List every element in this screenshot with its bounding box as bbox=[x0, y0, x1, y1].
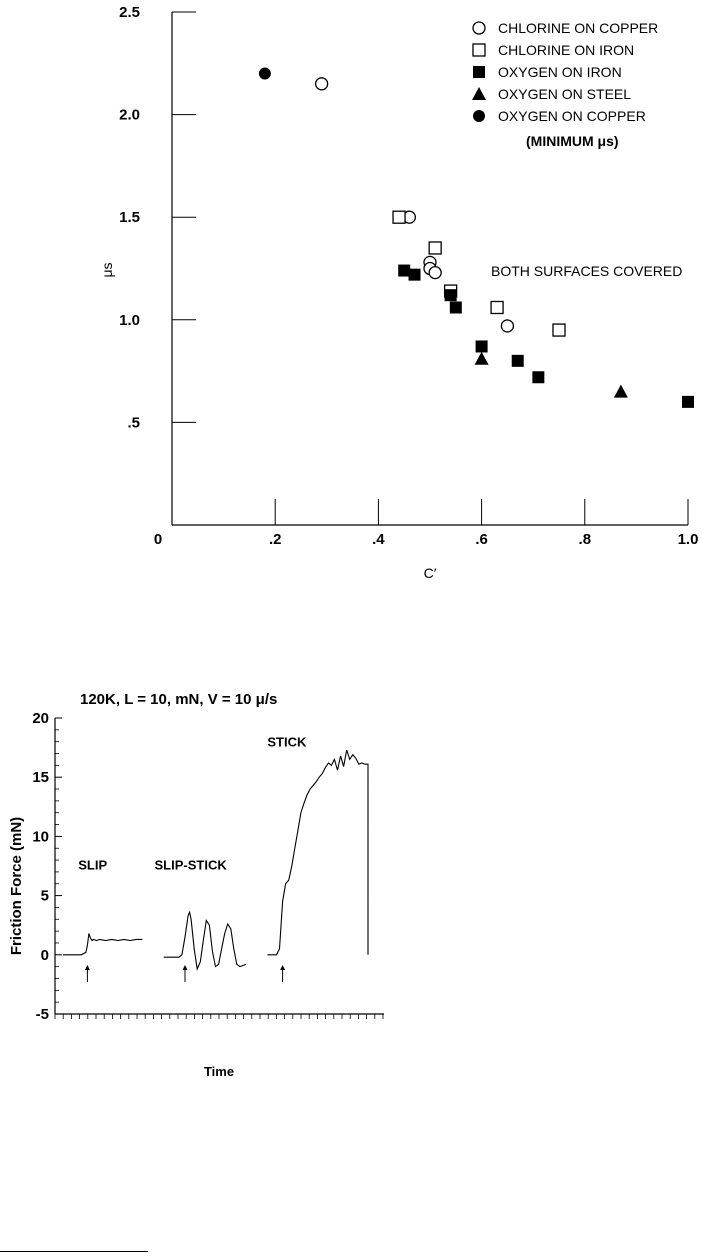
onset-arrow-head bbox=[182, 965, 188, 971]
friction-series-line bbox=[63, 933, 143, 956]
data-point-series-2 bbox=[408, 268, 421, 281]
onset-arrow-head bbox=[84, 965, 90, 971]
friction-series-line bbox=[163, 910, 247, 971]
y-tick-label: 5 bbox=[41, 888, 49, 905]
friction-x-axis-label: Time bbox=[204, 1064, 234, 1079]
friction-annotation: STICK bbox=[267, 734, 307, 749]
y-tick-label: 1.5 bbox=[119, 209, 140, 226]
friction-axes bbox=[54, 718, 384, 1015]
data-point-series-2 bbox=[475, 340, 488, 353]
y-tick-label: 10 bbox=[32, 828, 49, 845]
scatter-legend-note: (MINIMUM μs) bbox=[526, 133, 619, 149]
footnote-rule bbox=[0, 1251, 148, 1252]
data-point-series-1 bbox=[392, 210, 406, 224]
friction-lines bbox=[63, 749, 369, 971]
scatter-points bbox=[258, 67, 694, 408]
data-point-series-2 bbox=[444, 289, 457, 302]
legend-label: OXYGEN ON COPPER bbox=[498, 108, 646, 124]
legend-marker bbox=[473, 66, 485, 78]
data-point-series-1 bbox=[552, 323, 566, 337]
friction-x-ticks bbox=[54, 1014, 384, 1019]
data-point-series-1 bbox=[490, 300, 504, 315]
legend-marker bbox=[473, 110, 485, 122]
data-point-series-0 bbox=[428, 265, 442, 280]
friction-annotation: SLIP-STICK bbox=[155, 858, 228, 873]
y-tick-label: .5 bbox=[127, 414, 140, 431]
data-point-series-0 bbox=[314, 77, 329, 91]
friction-series-line bbox=[267, 749, 369, 956]
x-tick-label: 0 bbox=[154, 531, 162, 548]
friction-annotations: SLIP SLIP-STICK STICK bbox=[78, 734, 307, 872]
data-point-series-3 bbox=[474, 351, 489, 365]
friction-y-axis-label: Friction Force (mN) bbox=[8, 817, 25, 955]
friction-chart: 120K, L = 10, mN, V = 10 μ/s -505101520 … bbox=[8, 691, 384, 1079]
data-point-series-2 bbox=[398, 264, 411, 277]
x-tick-label: .8 bbox=[579, 531, 592, 548]
y-tick-label: 2.5 bbox=[119, 4, 140, 21]
data-point-series-2 bbox=[532, 371, 545, 384]
data-point-series-2 bbox=[449, 301, 462, 314]
data-point-series-4 bbox=[258, 67, 271, 80]
data-point-series-1 bbox=[428, 241, 442, 255]
scatter-x-axis-label: C′ bbox=[424, 565, 437, 581]
x-tick-label: .2 bbox=[269, 531, 282, 548]
friction-annotation: SLIP bbox=[78, 858, 107, 873]
y-tick-label: 0 bbox=[41, 947, 49, 964]
legend-marker bbox=[472, 21, 486, 35]
scatter-annotation: BOTH SURFACES COVERED bbox=[491, 263, 682, 279]
friction-arrows bbox=[84, 965, 286, 983]
data-point-series-2 bbox=[682, 395, 694, 408]
x-tick-label: 1.0 bbox=[678, 531, 699, 548]
onset-arrow-head bbox=[280, 965, 286, 971]
y-tick-label: -5 bbox=[36, 1006, 49, 1023]
data-point-series-0 bbox=[500, 319, 515, 333]
legend-label: CHLORINE ON IRON bbox=[498, 42, 634, 58]
data-point-series-2 bbox=[511, 354, 524, 367]
y-tick-label: 1.0 bbox=[119, 312, 140, 329]
data-point-series-3 bbox=[613, 384, 628, 398]
x-tick-label: .4 bbox=[372, 531, 385, 548]
scatter-axes bbox=[171, 12, 688, 526]
scatter-y-ticks: .5 1.0 1.5 2.0 2.5 bbox=[119, 4, 196, 431]
scatter-legend: CHLORINE ON COPPER CHLORINE ON IRON OXYGEN… bbox=[472, 20, 658, 124]
x-tick-label: .6 bbox=[475, 531, 488, 548]
legend-label: OXYGEN ON STEEL bbox=[498, 86, 631, 102]
scatter-chart: .5 1.0 1.5 2.0 2.5 0 .2 .4 .6 .8 1.0 CHLORINE ON … bbox=[99, 4, 699, 581]
friction-chart-title: 120K, L = 10, mN, V = 10 μ/s bbox=[80, 691, 277, 708]
legend-marker bbox=[472, 87, 486, 100]
y-tick-label: 15 bbox=[32, 769, 49, 786]
legend-label: OXYGEN ON IRON bbox=[498, 64, 622, 80]
legend-marker bbox=[472, 43, 486, 57]
legend-label: CHLORINE ON COPPER bbox=[498, 20, 658, 36]
scatter-x-ticks: 0 .2 .4 .6 .8 1.0 bbox=[154, 499, 699, 548]
friction-y-ticks: -5 0 5 10 15 20 bbox=[32, 710, 62, 1023]
y-tick-label: 2.0 bbox=[119, 107, 140, 124]
scatter-y-axis-label: μs bbox=[99, 262, 115, 277]
y-tick-label: 20 bbox=[32, 710, 49, 727]
